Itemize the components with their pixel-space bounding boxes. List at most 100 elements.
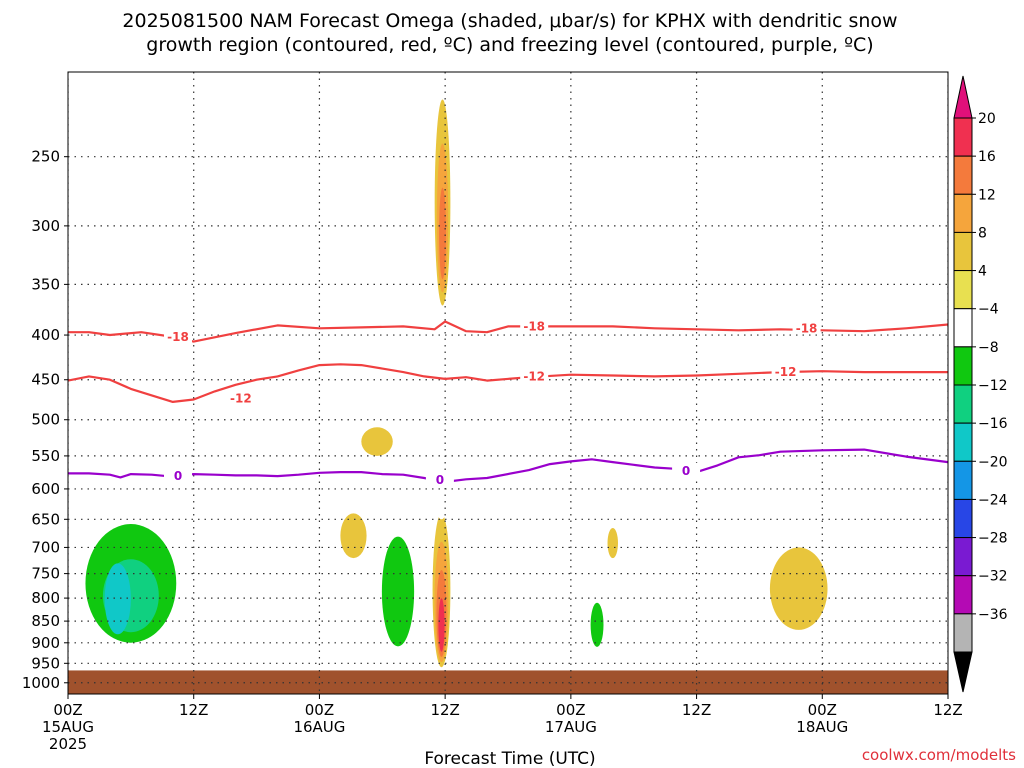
contour-label-bg-5 <box>771 364 800 379</box>
contour-label-bg-4 <box>520 368 549 383</box>
colorbar-segment-0 <box>953 117 973 157</box>
colorbar-label-4: 4 <box>978 264 987 280</box>
x-tick-label-84: 12Z <box>933 701 962 719</box>
contour-line-0 <box>68 448 948 483</box>
colorbar-segment-8 <box>953 422 973 462</box>
omega-region-8-level-2 <box>439 187 447 280</box>
colorbar-label-1: 16 <box>978 149 996 165</box>
omega-region-12-level-0 <box>769 547 828 630</box>
colorbar-label-8: −16 <box>978 416 1008 432</box>
x-tick-sublabel-24: 16AUG <box>293 718 345 736</box>
colorbar-label-5: −4 <box>978 302 999 318</box>
contour-line--12 <box>68 363 948 403</box>
colorbar-over-arrow <box>953 75 973 119</box>
y-tick-label-600: 600 <box>31 480 60 498</box>
colorbar-segment-6 <box>953 346 973 386</box>
y-tick-label-300: 300 <box>31 217 60 235</box>
colorbar-label-3: 8 <box>978 225 987 241</box>
omega-region-4-level-0 <box>361 427 393 456</box>
x-tick-sublabel-48: 17AUG <box>545 718 597 736</box>
y-tick-label-750: 750 <box>31 565 60 583</box>
contour-label-0: -18 <box>167 330 189 344</box>
colorbar-label-6: −8 <box>978 340 999 356</box>
x-tick-label-48: 00Z <box>556 701 585 719</box>
temperature-contours: -18 -18 -18 -12 -12 -12 0 0 0 <box>68 318 948 487</box>
contour-label-bg-1 <box>520 318 549 333</box>
colorbar-label-13: −36 <box>978 607 1008 623</box>
x-tick-label-60: 12Z <box>682 701 711 719</box>
colorbar-segment-3 <box>953 231 973 272</box>
contour-label-8: 0 <box>682 464 690 478</box>
y-tick-label-500: 500 <box>31 411 60 429</box>
contour-label-bg-8 <box>672 462 701 477</box>
x-tick-label-0: 00Z <box>53 701 82 719</box>
contour-label-bg-2 <box>792 320 821 335</box>
colorbar-label-12: −32 <box>978 569 1008 585</box>
contour-label-7: 0 <box>436 473 444 487</box>
colorbar-segment-4 <box>953 270 973 310</box>
contour-label-bg-7 <box>425 471 454 486</box>
colorbar-label-7: −12 <box>978 378 1008 394</box>
colorbar-label-11: −28 <box>978 531 1008 547</box>
contour-label-bg-3 <box>226 390 255 405</box>
y-tick-label-250: 250 <box>31 148 60 166</box>
omega-region-10-level-0 <box>607 527 618 559</box>
y-tick-label-800: 800 <box>31 589 60 607</box>
colorbar-segment-5 <box>953 308 973 348</box>
omega-region-1-level-0 <box>104 563 131 635</box>
colorbar-segment-9 <box>953 460 973 500</box>
x-tick-sublabel-0: 15AUG <box>42 718 94 736</box>
colorbar-segment-7 <box>953 384 973 424</box>
ground-rect <box>68 670 948 694</box>
colorbar-segment-13 <box>953 613 973 653</box>
credit-text: coolwx.com/modelts <box>862 746 1016 764</box>
colorbar-under-arrow <box>953 651 973 693</box>
y-tick-label-1000: 1000 <box>22 674 60 692</box>
x-tick-label-12: 12Z <box>179 701 208 719</box>
colorbar-segment-1 <box>953 155 973 195</box>
omega-shading <box>68 99 828 668</box>
colorbar-segment-12 <box>953 575 973 615</box>
y-tick-label-950: 950 <box>31 654 60 672</box>
plot-frame <box>67 71 949 695</box>
y-tick-label-350: 350 <box>31 275 60 293</box>
omega-region-6-level-3 <box>438 598 445 652</box>
x-tick-label-24: 00Z <box>305 701 334 719</box>
x-axis-title: Forecast Time (UTC) <box>424 749 595 768</box>
colorbar: 20 16 12 8 4 −4 −8 −12 −16 −20 −24 −28 −32 −36 <box>953 75 1008 693</box>
contour-label-3: -12 <box>230 392 252 406</box>
x-tick-sublabel2-0: 2025 <box>49 735 87 753</box>
contour-label-bg-6 <box>164 468 192 483</box>
contour-label-5: -12 <box>775 365 797 379</box>
contour-label-bg-0 <box>164 328 192 343</box>
colorbar-segment-11 <box>953 537 973 577</box>
contour-label-2: -18 <box>796 321 818 335</box>
colorbar-label-2: 12 <box>978 187 996 203</box>
contour-label-4: -12 <box>523 369 545 383</box>
omega-region-3-level-0 <box>340 513 367 559</box>
y-tick-label-450: 450 <box>31 371 60 389</box>
colorbar-segment-2 <box>953 193 973 233</box>
chart-title-line-2: growth region (contoured, red, ºC) and f… <box>146 34 873 56</box>
y-tick-label-700: 700 <box>31 538 60 556</box>
colorbar-label-0: 20 <box>978 111 996 127</box>
y-axis-ticks: 250 300 350 400 450 500 550 600 650 700 750 800 850 9… <box>22 148 68 692</box>
colorbar-label-9: −20 <box>978 454 1008 470</box>
contour-label-6: 0 <box>174 469 182 483</box>
chart-title-line-1: 2025081500 NAM Forecast Omega (shaded, μ… <box>122 10 897 32</box>
y-tick-label-850: 850 <box>31 612 60 630</box>
omega-region-9-level-1 <box>590 602 604 647</box>
omega-region-5-level-1 <box>381 536 415 647</box>
plot-area: -18 -18 -18 -12 -12 -12 0 0 0 <box>68 72 948 694</box>
omega-region-7-level-0 <box>429 366 454 520</box>
colorbar-segment-10 <box>953 498 973 539</box>
x-tick-sublabel-72: 18AUG <box>796 718 848 736</box>
ground-fill <box>68 670 948 694</box>
omega-region-11-level-0 <box>644 612 671 635</box>
contour-label-1: -18 <box>523 319 545 333</box>
x-tick-label-36: 12Z <box>430 701 459 719</box>
omega-region-2-level-0 <box>303 563 325 647</box>
colorbar-label-10: −24 <box>978 492 1008 508</box>
